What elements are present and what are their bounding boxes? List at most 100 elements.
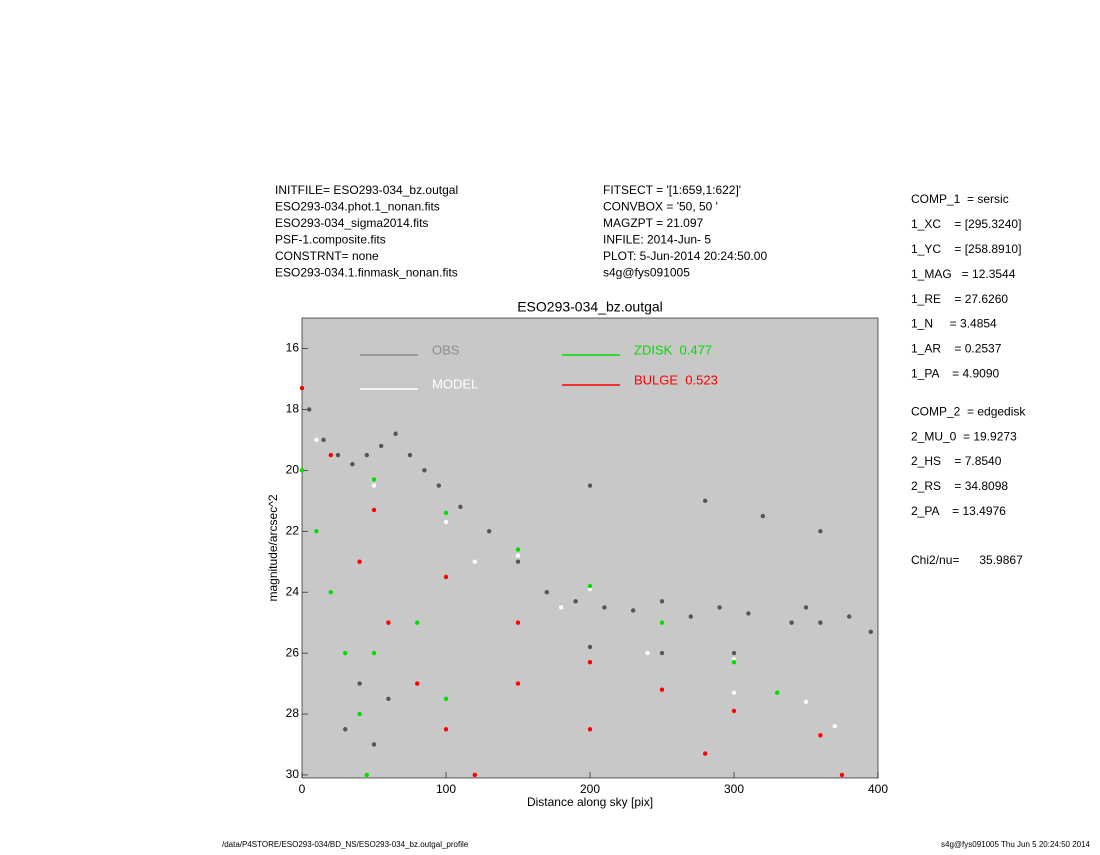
header-text: PSF-1.composite.fits [275,233,386,247]
data-point [371,483,377,488]
y-tick-label: 18 [286,402,300,416]
data-point [357,681,362,686]
legend-label: BULGE 0.523 [634,372,718,387]
data-point [386,620,391,625]
data-point [587,660,593,665]
data-point [717,605,722,610]
data-point [415,681,420,686]
data-point [746,611,751,616]
data-point [515,547,521,552]
data-point [602,605,607,610]
footer-text: s4g@fys091005 Thu Jun 5 20:24:50 2014 [941,840,1091,849]
data-point [659,687,665,692]
data-point [415,620,420,625]
param-text: 2_PA = 13.4976 [911,504,1006,518]
data-point [364,452,369,458]
data-point [818,620,823,625]
param-text: 1_MAG = 12.3544 [911,267,1016,281]
data-point [731,708,737,714]
y-tick-label: 30 [286,767,300,781]
param-text: 1_RE = 27.6260 [911,292,1008,306]
header-text: CONSTRNT= none [275,249,379,263]
data-point [443,727,449,732]
y-tick-label: 26 [286,645,300,659]
data-point [760,513,765,519]
y-axis-label: magnitude/arcsec^2 [266,494,280,601]
x-tick-label: 300 [724,782,744,796]
data-point [386,696,391,701]
x-tick-label: 0 [299,782,306,796]
data-point [371,507,377,513]
data-point [631,608,636,613]
data-point [393,431,398,436]
chart-title: ESO293-034_bz.outgal [517,299,663,315]
data-point [335,452,341,458]
data-point [587,644,593,650]
data-point [328,452,333,458]
data-point [472,559,477,564]
data-point [587,727,593,732]
data-point [587,583,593,589]
header-text: MAGZPT = 21.097 [603,216,703,230]
data-point [436,483,441,488]
data-point [587,586,593,592]
data-point [487,529,492,534]
data-point [659,599,665,604]
y-tick-label: 28 [286,706,300,720]
data-point [573,599,578,604]
param-text: Chi2/nu= 35.9867 [911,553,1023,567]
header-text: ESO293-034.1.finmask_nonan.fits [275,266,458,280]
data-point [731,650,737,656]
param-text: COMP_1 = sersic [911,192,1009,206]
data-point [328,589,333,595]
footer-text: /data/P4STORE/ESO293-034/BD_NS/ESO293-03… [222,840,469,849]
data-point [364,772,369,778]
data-point [472,772,477,778]
data-point [343,650,348,656]
data-point [350,462,355,467]
legend-label: ZDISK 0.477 [634,342,712,357]
data-point [458,504,463,510]
data-point [703,751,708,756]
y-tick-label: 20 [286,462,300,476]
data-point [789,620,794,625]
data-point [443,510,449,516]
data-point [371,650,377,656]
x-axis-label: Distance along sky [pix] [527,795,653,809]
data-point [443,519,449,525]
y-tick-label: 16 [286,341,300,355]
legend-label: MODEL [432,376,478,391]
data-point [803,605,809,610]
data-point [659,650,665,656]
data-point [443,574,449,580]
header-text: ESO293-034.phot.1_nonan.fits [275,200,440,214]
data-point [515,620,521,625]
data-point [443,696,449,701]
data-point [839,772,845,778]
data-point [314,437,319,443]
header-text: CONVBOX = '50, 50 ' [603,200,718,214]
x-tick-label: 200 [580,782,600,796]
data-point [407,452,413,458]
param-text: 1_N = 3.4854 [911,317,997,331]
data-point [357,711,362,717]
data-point [515,559,521,564]
data-point [559,605,564,610]
data-point [731,660,737,665]
data-point [299,468,305,473]
data-point [659,620,665,625]
data-point [731,690,737,695]
data-point [803,699,809,705]
x-tick-label: 400 [868,782,888,796]
header-text: PLOT: 5-Jun-2014 20:24:50.00 [603,249,767,263]
data-point [832,724,837,729]
data-point [731,656,737,662]
param-text: 1_YC = [258.8910] [911,242,1021,256]
y-tick-label: 24 [286,584,300,598]
header-text: ESO293-034_sigma2014.fits [275,216,428,230]
data-point [357,559,362,564]
data-point [703,498,708,503]
param-text: 2_MU_0 = 19.9273 [911,429,1017,443]
legend-label: OBS [432,342,460,357]
